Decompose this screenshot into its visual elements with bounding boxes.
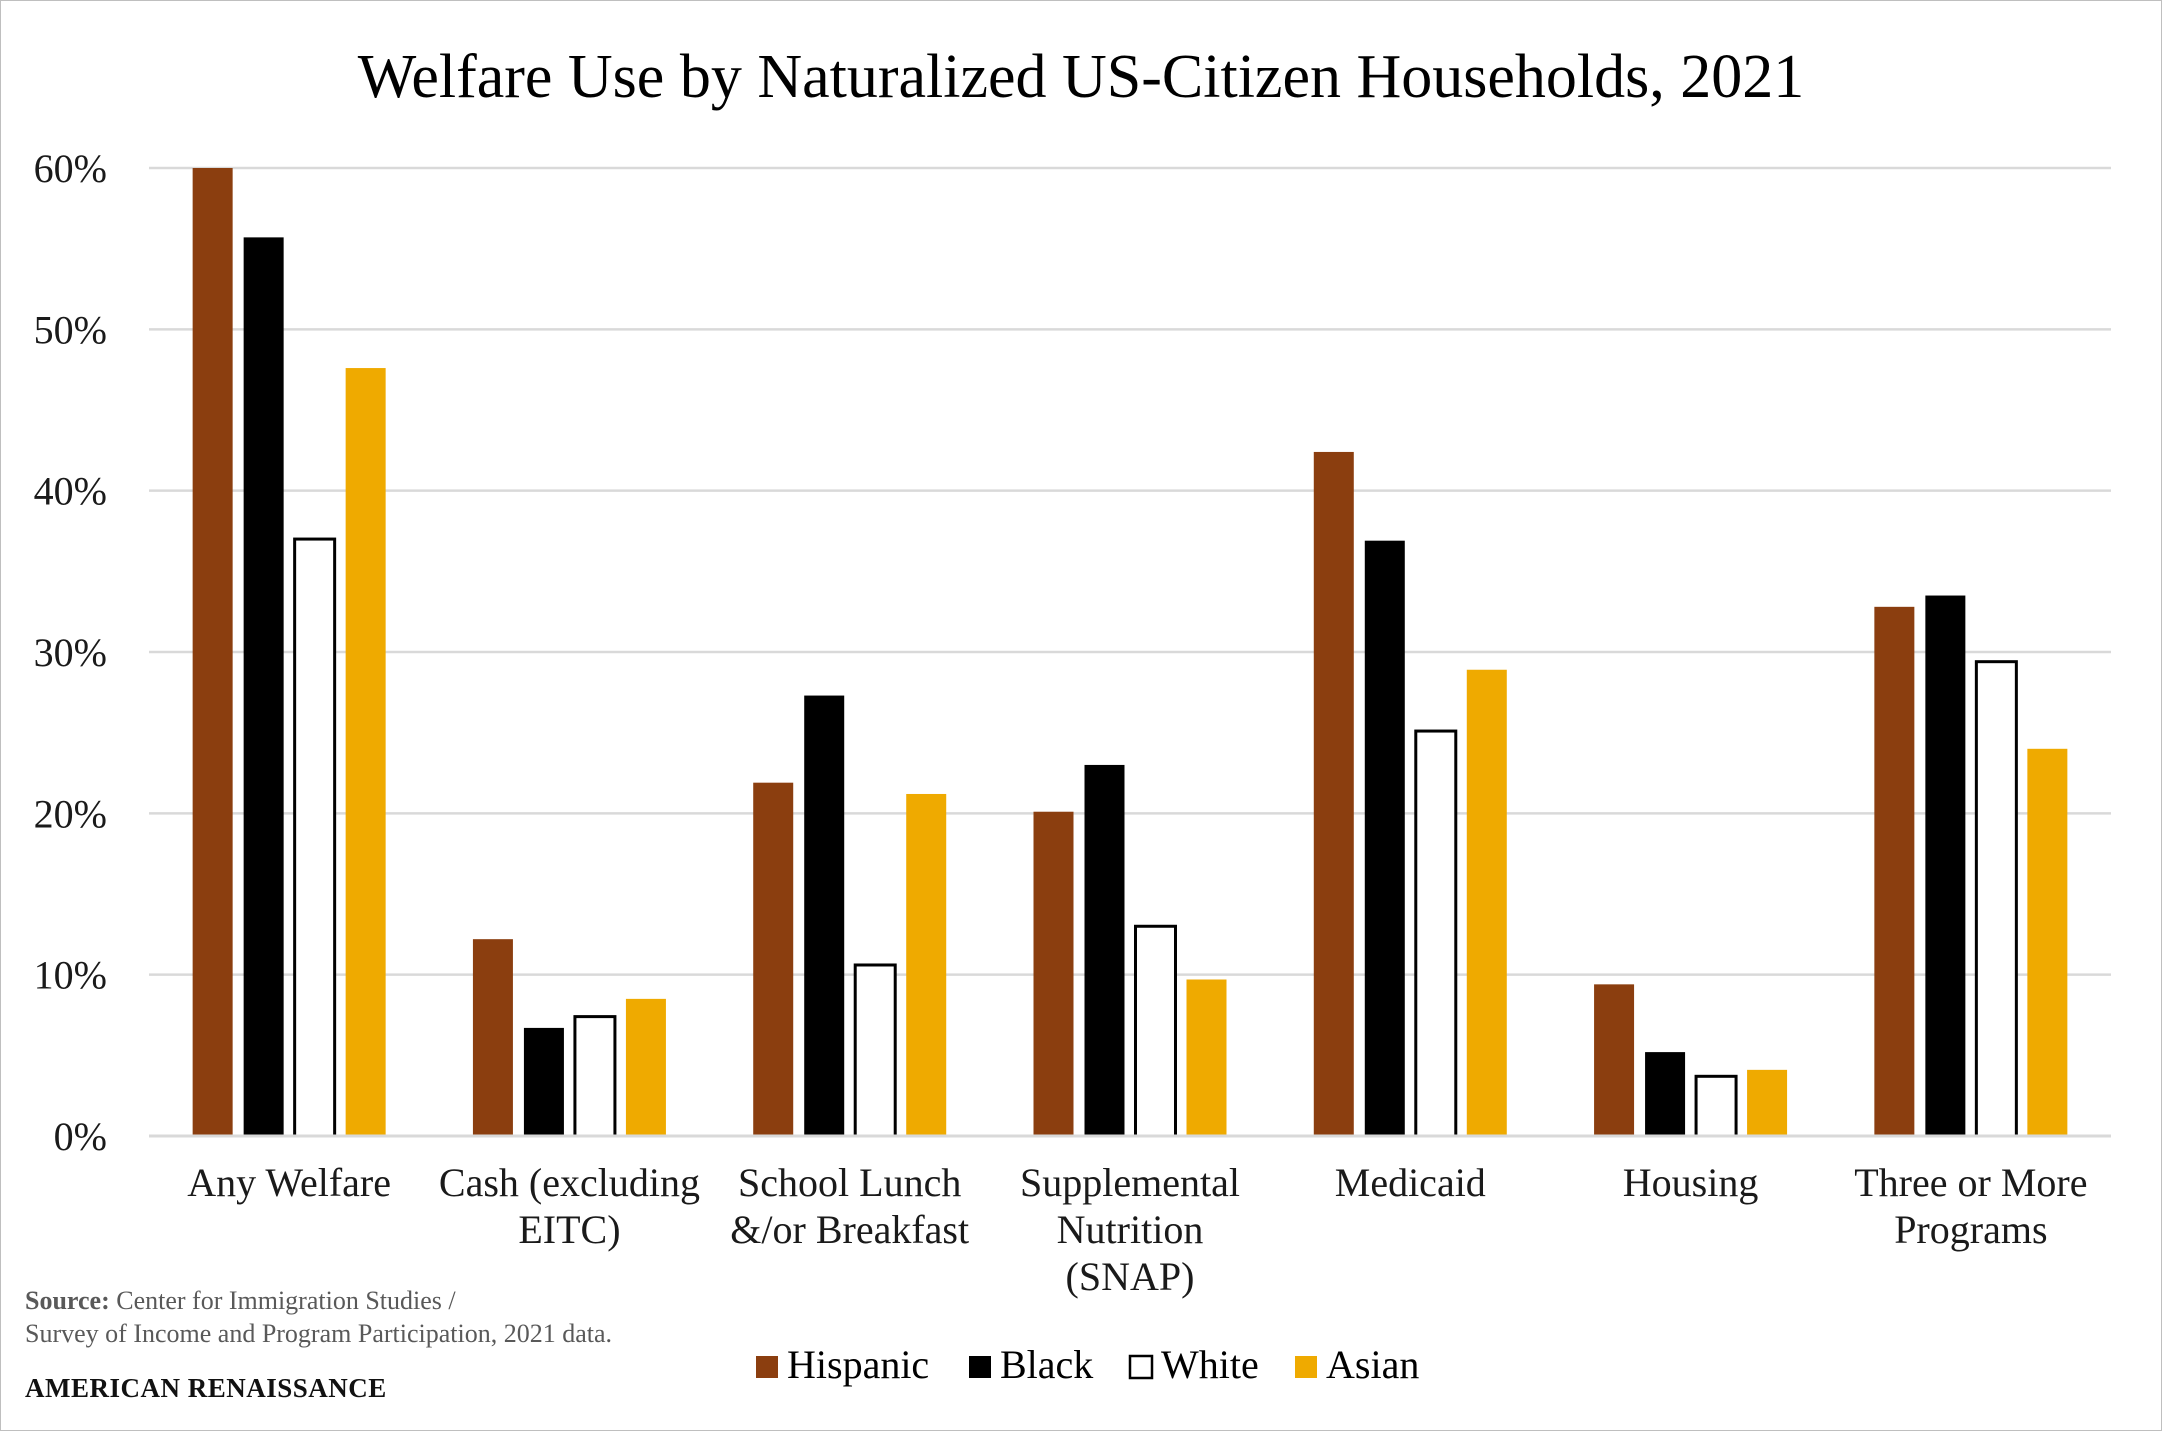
gridlines bbox=[149, 166, 2111, 976]
bar-black bbox=[1925, 595, 1966, 1136]
bar-black bbox=[1364, 540, 1405, 1136]
source-line-2: Survey of Income and Program Participati… bbox=[25, 1319, 613, 1348]
bar-black bbox=[1084, 764, 1125, 1136]
y-tick-label: 40% bbox=[34, 469, 107, 514]
legend-swatch-white bbox=[1128, 1354, 1154, 1380]
bar-black bbox=[1645, 1052, 1686, 1136]
y-tick-label: 0% bbox=[54, 1114, 107, 1159]
bar-white bbox=[293, 537, 337, 1138]
legend-swatch-asian bbox=[1295, 1356, 1317, 1378]
y-tick-label: 60% bbox=[34, 146, 107, 191]
bar-asian bbox=[1466, 669, 1507, 1136]
bar-asian bbox=[2027, 748, 2068, 1136]
bar-black bbox=[804, 695, 845, 1136]
y-tick-label: 30% bbox=[34, 630, 107, 675]
category-labels: Any Welfare Cash (excluding EITC) School Lu… bbox=[187, 1160, 2087, 1299]
bar-black bbox=[523, 1027, 564, 1136]
bar-asian bbox=[1747, 1069, 1788, 1136]
bar-white bbox=[1414, 729, 1458, 1138]
legend-swatch-black bbox=[969, 1356, 991, 1378]
source-note: Source: Center for Immigration Studies /… bbox=[25, 1284, 612, 1350]
bar-hispanic bbox=[192, 168, 233, 1136]
bar-hispanic bbox=[1874, 606, 1915, 1136]
y-axis-ticks: 0% 10% 20% 30% 40% 50% 60% bbox=[34, 146, 107, 1159]
legend-label-asian: Asian bbox=[1326, 1342, 1419, 1387]
bar-white bbox=[853, 963, 897, 1138]
legend-label-black: Black bbox=[1000, 1342, 1093, 1387]
bar-hispanic bbox=[472, 939, 513, 1136]
category-label: Housing bbox=[1623, 1160, 1759, 1205]
category-label: Supplemental Nutrition (SNAP) bbox=[1020, 1160, 1240, 1299]
bar-black bbox=[243, 237, 284, 1136]
y-tick-label: 20% bbox=[34, 791, 107, 836]
bar-white bbox=[1974, 660, 2018, 1138]
bar-asian bbox=[906, 793, 947, 1136]
bar-white bbox=[573, 1015, 617, 1138]
brand-logo-text: AMERICAN RENAISSANCE bbox=[25, 1373, 387, 1403]
bar-hispanic bbox=[1033, 811, 1074, 1136]
category-label: Three or More Programs bbox=[1854, 1160, 2087, 1252]
category-label: Any Welfare bbox=[187, 1160, 391, 1205]
bar-asian bbox=[345, 368, 386, 1136]
bar-hispanic bbox=[753, 782, 794, 1136]
source-line-1: Center for Immigration Studies / bbox=[116, 1286, 456, 1315]
category-label: School Lunch &/or Breakfast bbox=[730, 1160, 969, 1252]
y-tick-label: 10% bbox=[34, 953, 107, 998]
chart-title: Welfare Use by Naturalized US-Citizen Ho… bbox=[358, 43, 1804, 111]
legend-label-white: White bbox=[1161, 1342, 1259, 1387]
legend-label-hispanic: Hispanic bbox=[787, 1342, 929, 1387]
bar-asian bbox=[625, 998, 666, 1136]
bar-white bbox=[1694, 1074, 1738, 1138]
category-label: Cash (excluding EITC) bbox=[439, 1160, 700, 1252]
bar-white bbox=[1134, 924, 1177, 1138]
legend-swatch-hispanic bbox=[756, 1356, 778, 1378]
bar-hispanic bbox=[1313, 451, 1354, 1136]
bar-hispanic bbox=[1594, 984, 1635, 1136]
y-tick-label: 50% bbox=[34, 307, 107, 352]
source-label: Source: bbox=[25, 1286, 110, 1315]
category-label: Medicaid bbox=[1335, 1160, 1486, 1205]
bar-asian bbox=[1186, 979, 1227, 1136]
bars bbox=[192, 168, 2068, 1138]
legend: Hispanic Black White Asian bbox=[756, 1342, 1419, 1387]
